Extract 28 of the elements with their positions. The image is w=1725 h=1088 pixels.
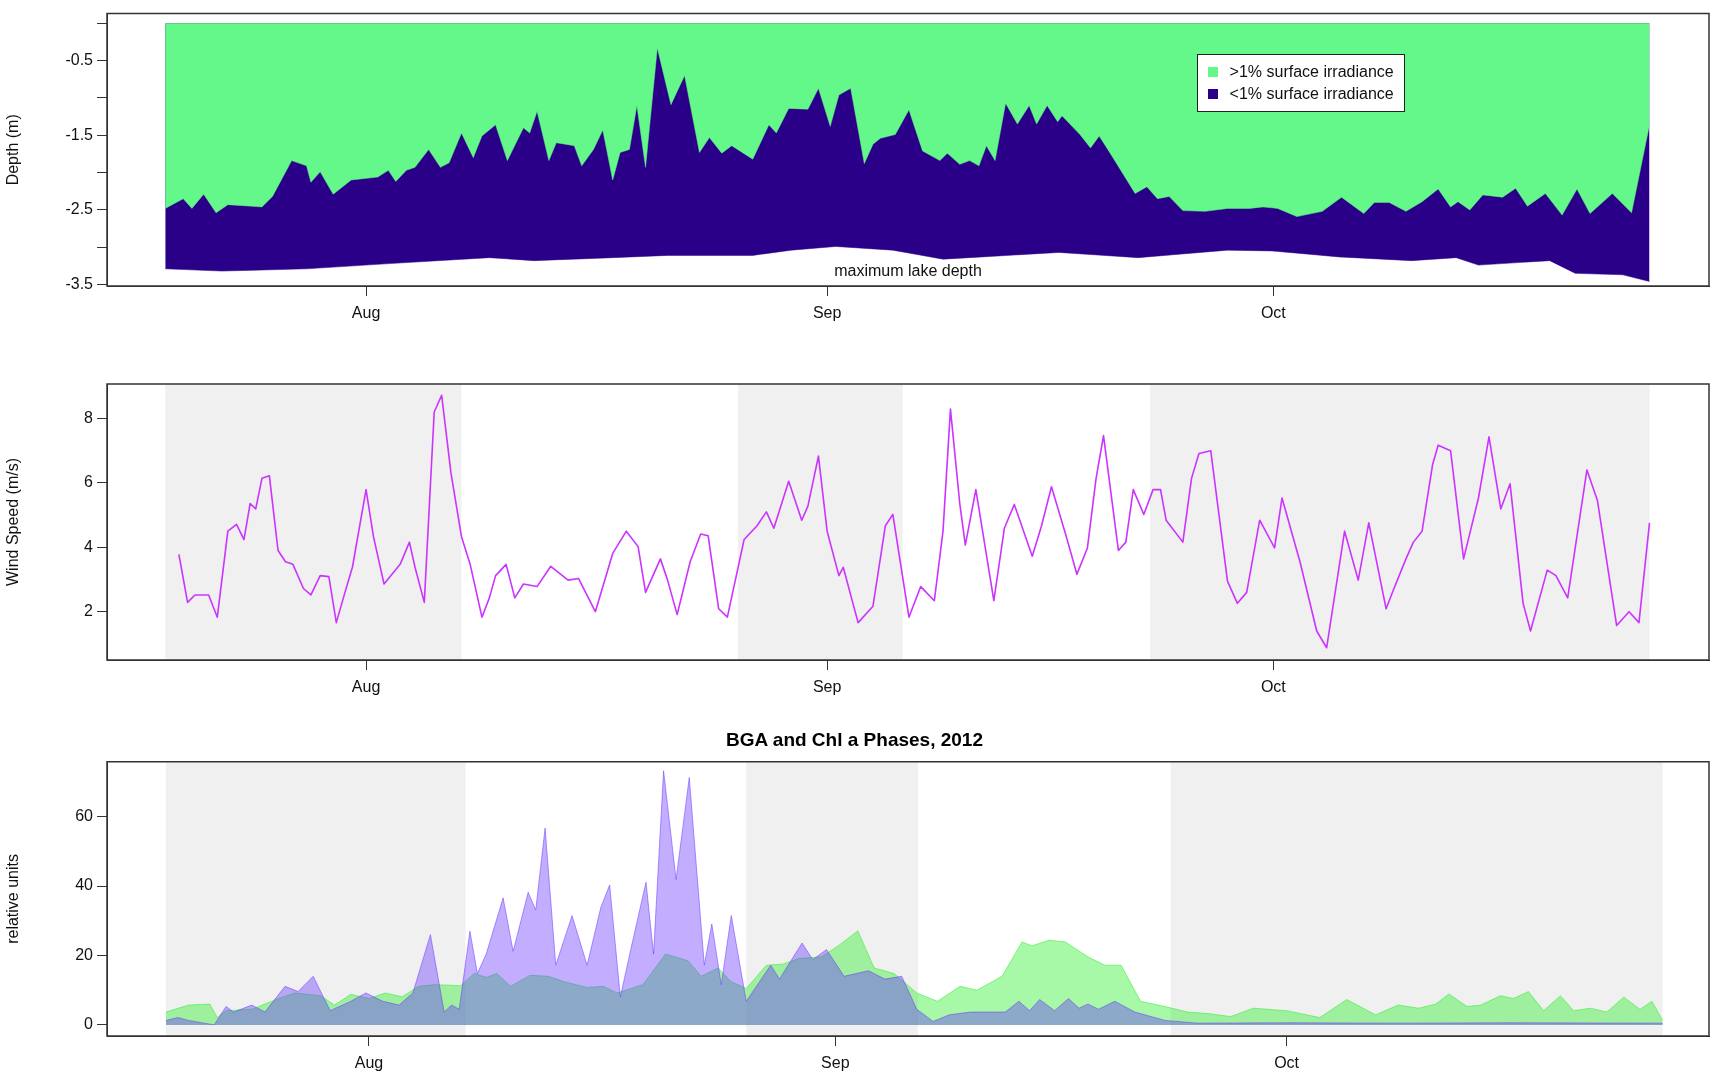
y-tick-label: -1.5	[65, 125, 94, 143]
y-axis-title: relative units	[4, 853, 22, 944]
y-tick-label: 20	[75, 945, 94, 963]
y-axis-title: Wind Speed (m/s)	[4, 457, 22, 587]
x-tick-label: Oct	[1260, 678, 1287, 696]
y-tick-label: 4	[84, 537, 94, 555]
legend-label: >1% surface irradiance	[1229, 61, 1394, 82]
y-tick-label: -3.5	[65, 274, 94, 292]
annotation: maximum lake depth	[834, 262, 982, 280]
x-tick-label: Aug	[351, 678, 381, 696]
x-tick-label: Aug	[354, 1054, 384, 1072]
y-tick-label: 6	[84, 473, 94, 491]
y-tick-label: 60	[75, 807, 94, 825]
chart-title: BGA and Chl a Phases, 2012	[726, 728, 983, 750]
x-tick-label: Sep	[821, 1054, 850, 1072]
x-tick-label: Aug	[351, 304, 381, 322]
legend-label: <1% surface irradiance	[1229, 83, 1394, 104]
y-axis-title: Depth (m)	[4, 114, 22, 186]
y-tick-label: 8	[84, 408, 94, 426]
y-tick-label: 40	[75, 876, 94, 894]
y-tick-label: -0.5	[65, 51, 94, 69]
x-tick-label: Sep	[812, 304, 842, 322]
x-tick-label: Oct	[1260, 304, 1287, 322]
x-tick-label: Sep	[812, 678, 842, 696]
x-tick-label: Oct	[1274, 1054, 1300, 1072]
y-tick-label: 0	[84, 1015, 94, 1033]
y-tick-label: 2	[84, 602, 94, 620]
y-tick-label: -2.5	[65, 200, 94, 218]
